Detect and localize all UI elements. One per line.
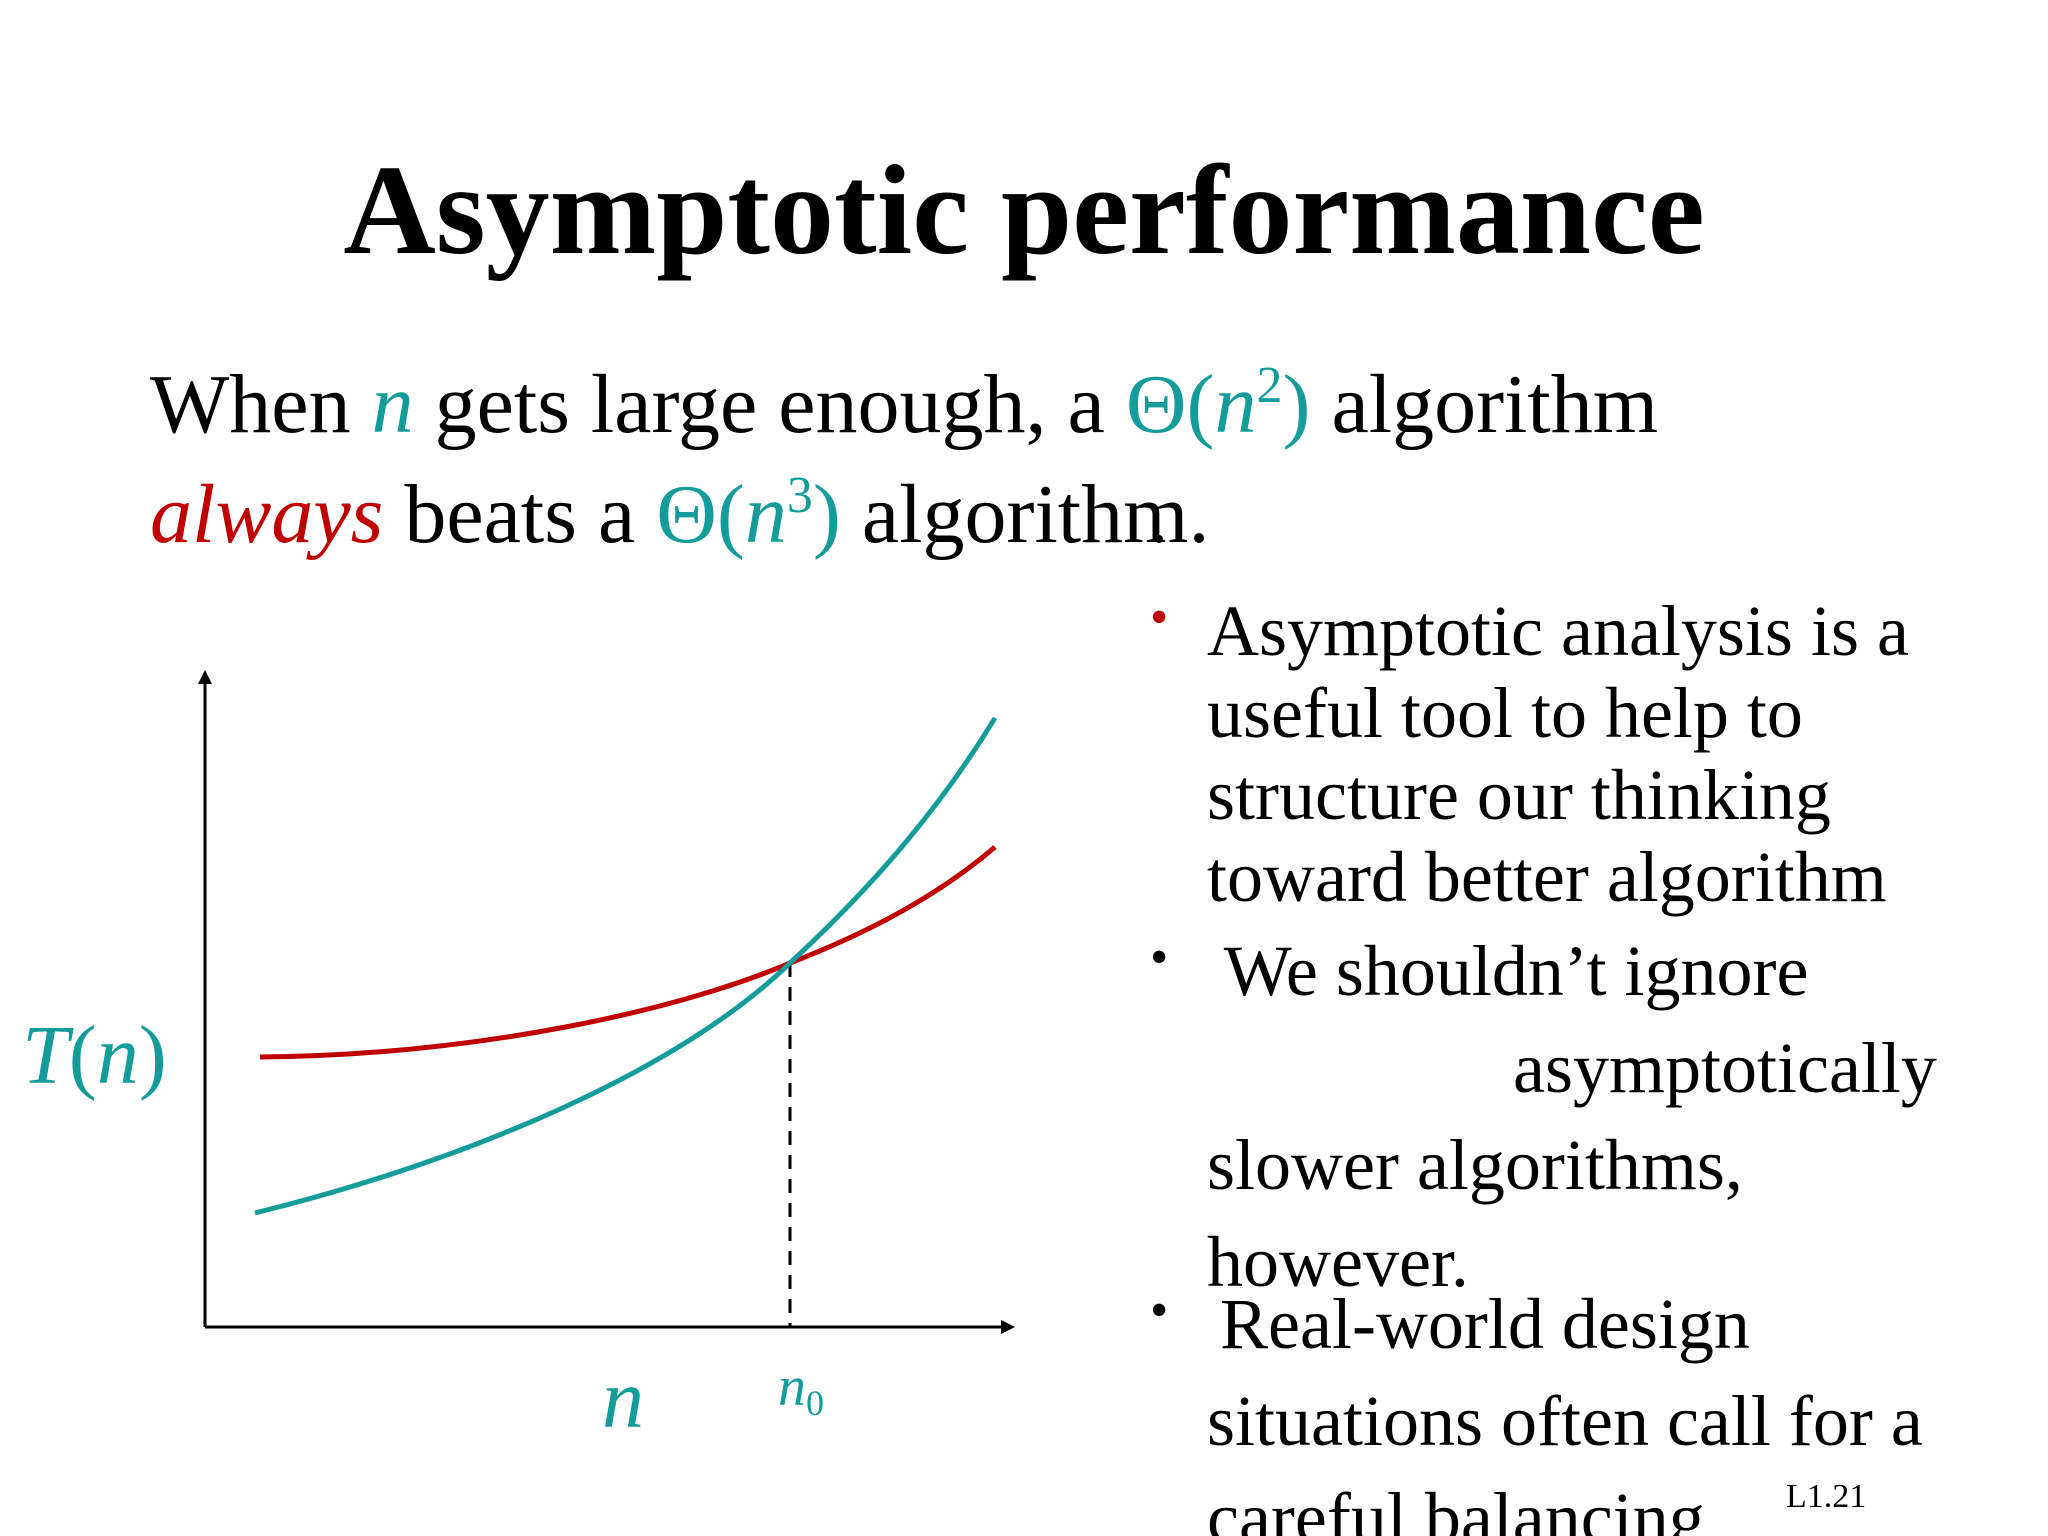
- bullet-line: toward better algorithm: [1207, 837, 1887, 917]
- n3-curve: [254, 716, 998, 1216]
- bullet-line: asymptotically: [1207, 1028, 1937, 1108]
- stray-dot: [1155, 535, 1163, 543]
- x-axis-arrow: [1001, 1320, 1015, 1334]
- theta-exponent: 3: [786, 467, 813, 524]
- intro-n: n: [371, 358, 414, 451]
- intro-when: When: [150, 358, 372, 451]
- theta-n: n: [744, 468, 787, 561]
- y-axis-arrow: [198, 670, 212, 684]
- crossover-label: n0: [778, 1356, 824, 1423]
- y-axis-label: T(n): [22, 1009, 167, 1102]
- bullet-line: slower algorithms,: [1207, 1125, 1743, 1205]
- bullet-line: situations often call for a: [1207, 1381, 1923, 1461]
- bullet-line: however.: [1207, 1222, 1469, 1302]
- n2-curve: [259, 845, 997, 1060]
- theta-n2: Θ(n2): [1126, 358, 1311, 451]
- bullet-line: careful balancing: [1207, 1478, 1705, 1536]
- bullet-line: structure our thinking: [1207, 755, 1831, 835]
- intro-mid-2: beats a: [383, 468, 657, 561]
- intro-statement: When n gets large enough, a Θ(n2) algori…: [150, 350, 1950, 570]
- bullet-line: We shouldn’t ignore: [1207, 931, 1809, 1011]
- theta-n3: Θ(n3): [656, 468, 841, 561]
- bullet-line: useful tool to help to: [1207, 673, 1803, 753]
- slide-number: L1.21: [1786, 1478, 1867, 1515]
- slide-title: Asymptotic performance: [343, 139, 1705, 281]
- intro-always: always: [150, 468, 384, 561]
- bullet-marker: •: [1150, 589, 1169, 646]
- bullet-line: Real-world design: [1220, 1284, 1750, 1364]
- intro-end-2: algorithm.: [840, 468, 1210, 561]
- bullet-marker: •: [1150, 929, 1169, 986]
- theta-n: n: [1214, 358, 1257, 451]
- intro-end: algorithm: [1310, 358, 1659, 451]
- intro-line-2: always beats a Θ(n3) algorithm.: [150, 460, 1950, 570]
- theta-close: ): [812, 468, 841, 561]
- theta-open: Θ(: [656, 468, 745, 561]
- x-axis-label: n: [602, 1353, 644, 1446]
- bullet-line: Asymptotic analysis is a: [1207, 591, 1909, 671]
- intro-line-1: When n gets large enough, a Θ(n2) algori…: [150, 350, 1950, 460]
- growth-curves-graph: T(n) n n0: [22, 670, 1015, 1446]
- theta-exponent: 2: [1256, 357, 1283, 414]
- theta-open: Θ(: [1125, 358, 1215, 451]
- bullet-marker: •: [1150, 1282, 1169, 1339]
- theta-close: ): [1282, 358, 1311, 451]
- intro-mid: gets large enough, a: [413, 358, 1126, 451]
